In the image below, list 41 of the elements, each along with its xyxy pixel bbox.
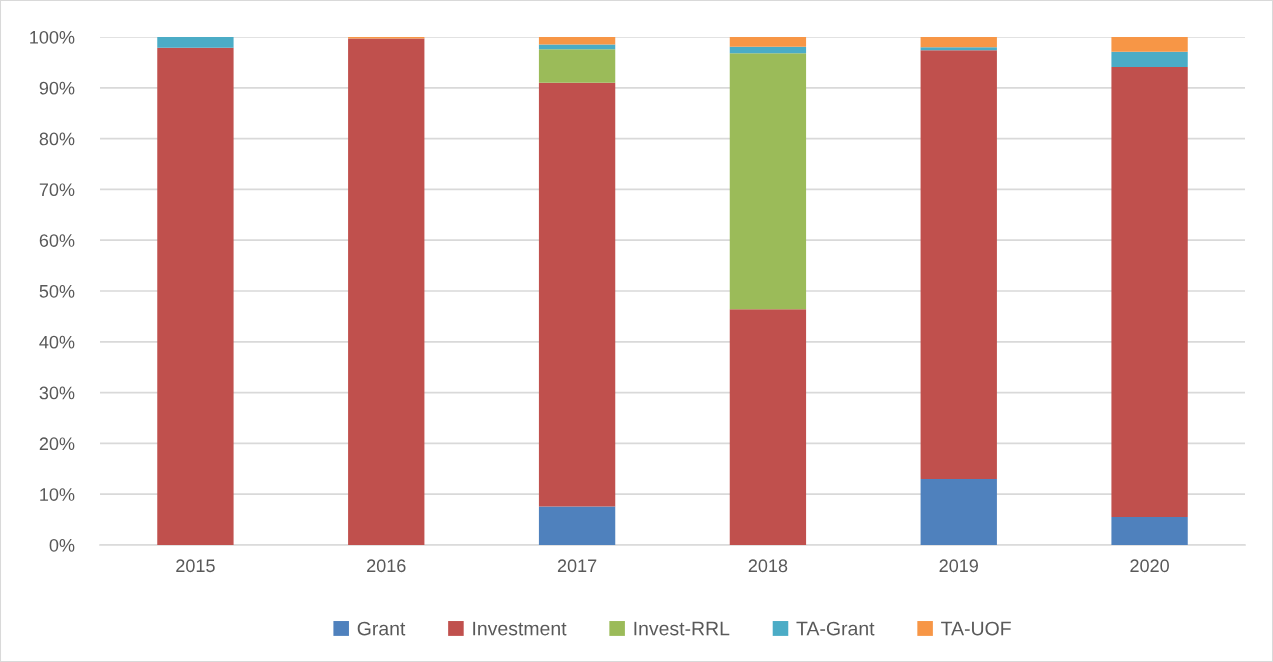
bar (729, 309, 807, 545)
bar (920, 47, 997, 51)
y-tick-label: 20% (39, 437, 75, 451)
y-tick-label: 60% (39, 234, 75, 247)
bar (920, 478, 997, 545)
bar (729, 46, 807, 54)
bar (1111, 517, 1188, 545)
bar (538, 49, 616, 83)
y-tick-label: 90% (39, 81, 75, 95)
bar (157, 47, 234, 545)
x-tick-label: 2020 (1130, 559, 1169, 573)
legend-label: Invest-RRL (634, 621, 730, 636)
y-tick-label: 100% (30, 30, 75, 44)
y-tick-label: 30% (39, 386, 75, 400)
x-tick-label: 2019 (939, 559, 978, 573)
legend-label: Grant (357, 621, 406, 636)
x-tick-label: 2017 (557, 559, 597, 573)
bar (1111, 66, 1188, 518)
y-tick-label: 40% (39, 335, 75, 349)
legend-label: Investment (473, 621, 567, 636)
y-tick-label: 0% (49, 538, 75, 552)
bar (538, 37, 616, 45)
bar (538, 82, 616, 507)
legend-label: TA-Grant (796, 621, 875, 636)
bar (729, 37, 807, 47)
bar (1111, 37, 1188, 52)
x-tick-label: 2015 (176, 559, 215, 573)
legend-label: TA-UOF (941, 621, 1011, 636)
x-tick-label: 2018 (748, 559, 788, 573)
bar (348, 38, 425, 545)
y-tick-label: 50% (39, 284, 75, 298)
bar (729, 53, 807, 310)
y-tick-label: 10% (40, 488, 75, 501)
bar (920, 37, 997, 48)
y-tick-label: 70% (39, 183, 75, 197)
x-tick-label: 2016 (367, 559, 406, 573)
bar (538, 506, 616, 545)
bar (1111, 51, 1188, 67)
y-tick-label: 80% (39, 132, 75, 146)
bar (920, 50, 997, 479)
bar (157, 37, 234, 48)
